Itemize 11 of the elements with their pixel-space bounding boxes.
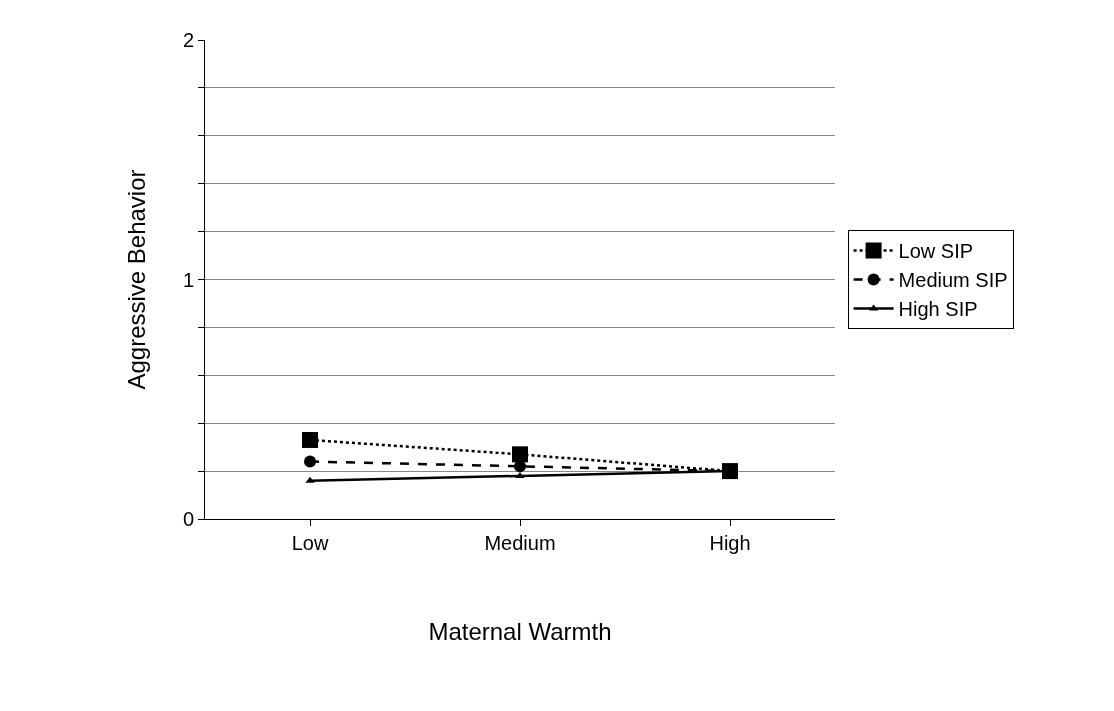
y-tick-label: 2 [182,29,194,51]
x-tick-label: Medium [484,532,556,554]
y-tick-label: 0 [182,508,194,530]
x-tick-label: Low [291,532,329,554]
x-tick-label: High [709,532,751,554]
x-axis-title: Maternal Warmth [428,618,612,646]
y-axis-title: Aggressive Behavior [122,169,150,390]
legend-label: Medium SIP [898,269,1008,292]
legend-label: Low SIP [898,240,974,263]
y-tick-label: 1 [182,268,194,291]
legend-label: High SIP [898,298,978,321]
